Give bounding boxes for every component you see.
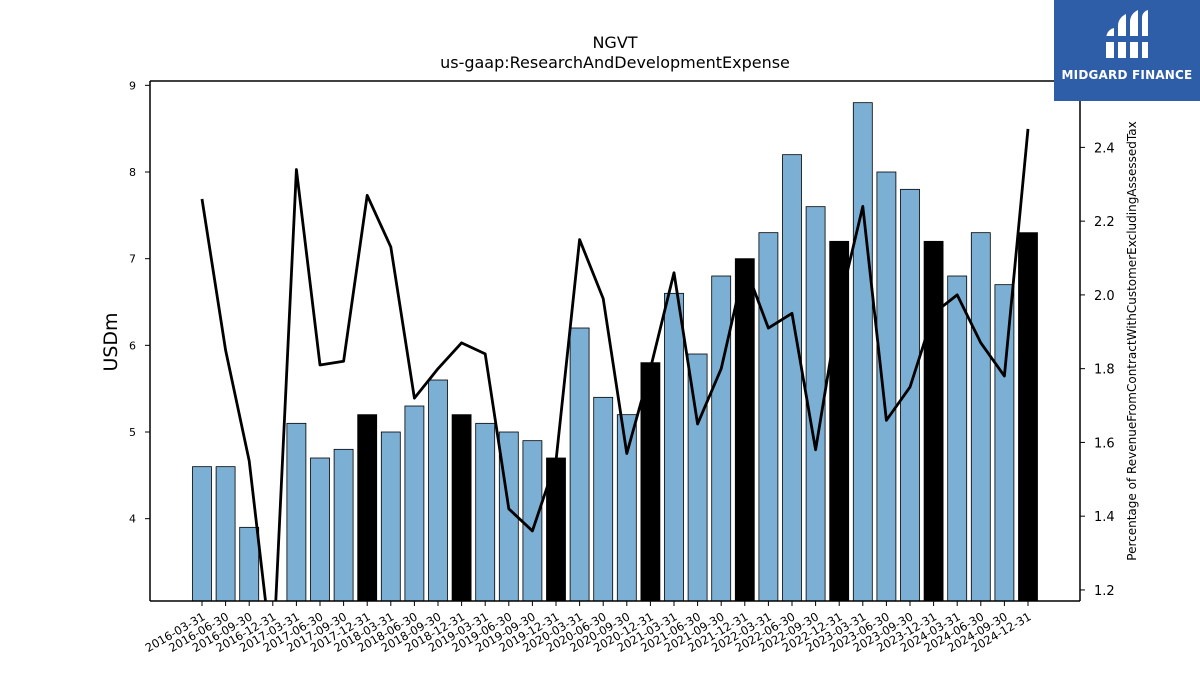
bar-2019-03-31 (475, 422, 496, 601)
y-axis-left: 4 5 6 7 8 9 (129, 79, 150, 526)
logo-text: MIDGARD FINANCE (1061, 68, 1193, 82)
bar-2022-12-31 (829, 240, 850, 601)
y2-tick-label-0: 1.2 (1094, 584, 1115, 599)
bar-2024-09-30 (994, 284, 1015, 601)
bar-2024-03-31 (947, 275, 968, 601)
bar-2017-12-31 (357, 414, 378, 601)
bar-2023-09-30 (900, 188, 920, 601)
bar-2016-03-31 (192, 466, 212, 601)
bar-2024-12-31 (1018, 232, 1038, 601)
bar-2024-06-30 (970, 232, 991, 601)
y2-tick-label-3: 1.8 (1094, 363, 1115, 378)
y-tick-label-9: 9 (129, 79, 136, 92)
y-tick-label-8: 8 (129, 166, 136, 179)
y2-tick-label-6: 2.4 (1094, 141, 1115, 156)
bar-2023-06-30 (876, 171, 897, 601)
chart-title: NGVT (592, 33, 637, 52)
y-axis-label: USDm (100, 312, 122, 371)
bar-2016-09-30 (239, 526, 260, 601)
y2-tick-label-5: 2.2 (1094, 215, 1115, 230)
bar-2023-03-31 (852, 102, 873, 601)
bar-2022-09-30 (805, 206, 826, 601)
y2-axis-label: Percentage of RevenueFromContractWithCus… (1125, 121, 1139, 560)
bars (192, 102, 1038, 601)
y-tick-label-7: 7 (129, 253, 136, 266)
bar-2022-06-30 (782, 154, 802, 601)
y-tick-label-6: 6 (129, 339, 136, 352)
bar-2021-03-31 (664, 292, 684, 601)
bar-2022-03-31 (758, 232, 779, 601)
y-tick-label-4: 4 (129, 513, 136, 526)
axes (149, 80, 1081, 602)
bar-2020-06-30 (593, 396, 614, 601)
chart-subtitle: us-gaap:ResearchAndDevelopmentExpense (440, 53, 790, 72)
bar-2021-06-30 (687, 353, 708, 601)
bar-2018-06-30 (404, 405, 425, 601)
bar-2016-06-30 (215, 466, 236, 601)
bar-2018-03-31 (380, 431, 401, 601)
x-axis: 2016-03-312016-06-302016-09-302016-12-31… (143, 601, 1034, 655)
y2-tick-label-4: 2.0 (1094, 289, 1115, 304)
bar-2018-09-30 (428, 379, 448, 601)
logo-mark-icon (1106, 10, 1148, 58)
logo: MIDGARD FINANCE (1054, 0, 1200, 101)
bar-2017-06-30 (310, 457, 330, 601)
bar-2021-09-30 (711, 275, 732, 601)
line-path (200, 128, 1030, 601)
bar-2021-12-31 (734, 258, 755, 601)
bar-2020-09-30 (616, 414, 637, 601)
bar-2020-03-31 (569, 327, 590, 601)
bar-2023-12-31 (923, 240, 944, 601)
y2-tick-label-1: 1.4 (1094, 510, 1115, 525)
bar-2017-09-30 (333, 448, 354, 601)
line-series (200, 128, 1030, 601)
bar-2020-12-31 (640, 362, 661, 601)
y2-tick-label-2: 1.6 (1094, 436, 1115, 451)
y-tick-label-5: 5 (129, 426, 136, 439)
bar-2019-09-30 (522, 440, 543, 601)
bar-2017-03-31 (286, 422, 307, 601)
y-axis-right: 1.2 1.4 1.6 1.8 2.0 2.2 2.4 (1080, 141, 1115, 599)
bar-2018-12-31 (451, 414, 472, 601)
